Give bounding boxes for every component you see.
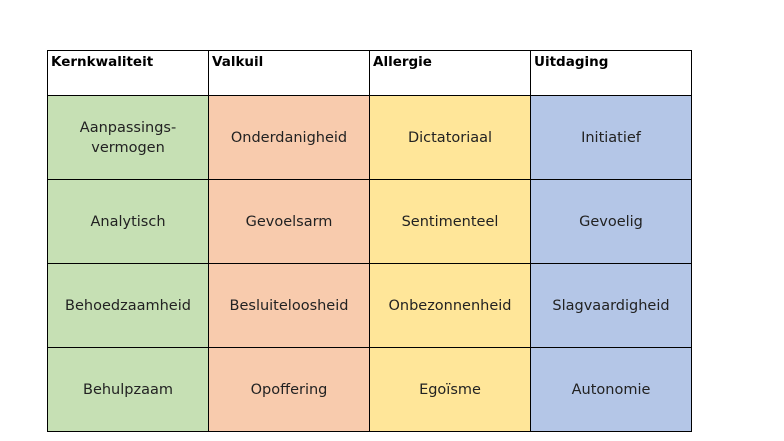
table-cell: Behoedzaamheid (47, 263, 209, 348)
header-cell: Valkuil (208, 50, 370, 96)
table-cell: Slagvaardigheid (530, 263, 692, 348)
table-cell: Analytisch (47, 179, 209, 264)
table-cell: Sentimenteel (369, 179, 531, 264)
header-cell: Uitdaging (530, 50, 692, 96)
table-cell: Behulpzaam (47, 347, 209, 432)
table-cell: Gevoelsarm (208, 179, 370, 264)
table-row: Behulpzaam Opoffering Egoïsme Autonomie (47, 347, 692, 432)
table-row: Analytisch Gevoelsarm Sentimenteel Gevoelig (47, 179, 692, 264)
table-body: Aanpassings- vermogen Onderdanigheid Dicta… (47, 95, 692, 432)
table-cell: Initiatief (530, 95, 692, 180)
table-row: Behoedzaamheid Besluiteloosheid Onbezonnen… (47, 263, 692, 348)
table-cell: Opoffering (208, 347, 370, 432)
table-cell: Dictatoriaal (369, 95, 531, 180)
header-cell: Allergie (369, 50, 531, 96)
table-cell: Besluiteloosheid (208, 263, 370, 348)
quality-table: Kernkwaliteit Valkuil Allergie Uitdaging Aa… (47, 50, 692, 432)
table-cell: Onderdanigheid (208, 95, 370, 180)
table-cell: Egoïsme (369, 347, 531, 432)
table-row: Aanpassings- vermogen Onderdanigheid Dicta… (47, 95, 692, 180)
table-cell: Autonomie (530, 347, 692, 432)
table-cell: Aanpassings- vermogen (47, 95, 209, 180)
table-cell: Onbezonnenheid (369, 263, 531, 348)
table-cell: Gevoelig (530, 179, 692, 264)
header-cell: Kernkwaliteit (47, 50, 209, 96)
header-row: Kernkwaliteit Valkuil Allergie Uitdaging (47, 50, 692, 96)
